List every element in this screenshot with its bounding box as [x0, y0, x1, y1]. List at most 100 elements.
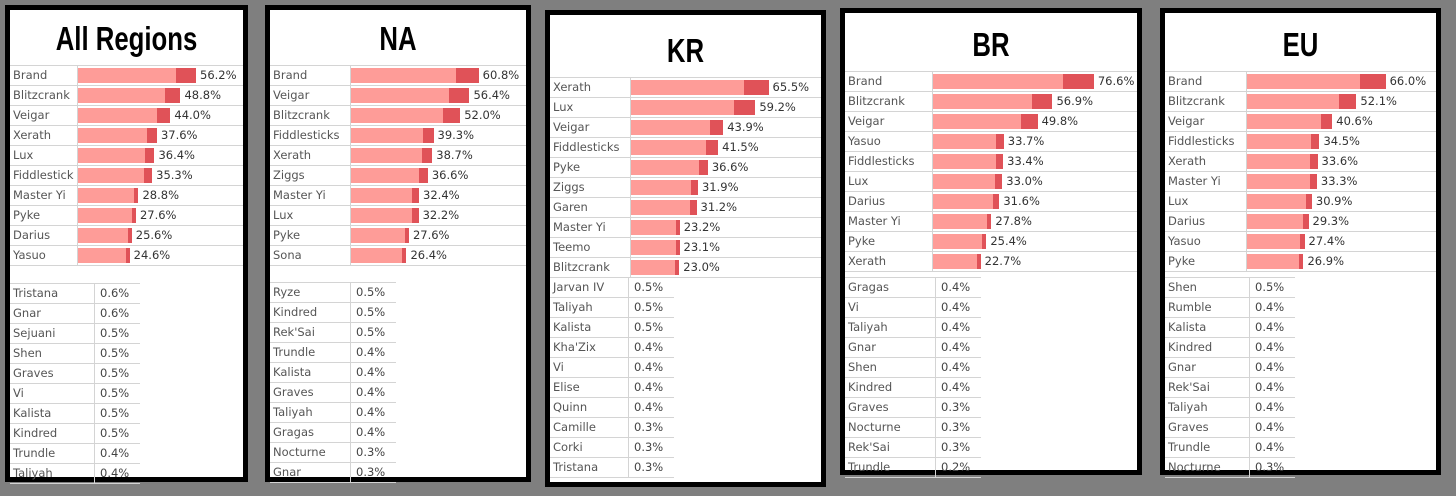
table-row[interactable]: Rek'Sai 0.3%: [845, 438, 981, 458]
table-row[interactable]: Taliyah 0.4%: [270, 403, 396, 423]
bar-row[interactable]: Master Yi 28.8%: [10, 186, 243, 206]
bar[interactable]: [78, 108, 171, 123]
table-row[interactable]: Nocturne 0.3%: [845, 418, 981, 438]
table-row[interactable]: Rek'Sai 0.5%: [270, 323, 396, 343]
bar-row[interactable]: Blitzcrank 23.0%: [550, 258, 821, 278]
bar[interactable]: [351, 68, 479, 83]
bar[interactable]: [1247, 94, 1357, 109]
table-row[interactable]: Rumble 0.4%: [1165, 298, 1295, 318]
bar-row[interactable]: Veigar 44.0%: [10, 106, 243, 126]
table-row[interactable]: Gnar 0.3%: [270, 463, 396, 483]
table-row[interactable]: Taliyah 0.4%: [1165, 398, 1295, 418]
table-row[interactable]: Quinn 0.4%: [550, 398, 674, 418]
table-row[interactable]: Tristana 0.3%: [550, 458, 674, 478]
bar-row[interactable]: Yasuo 33.7%: [845, 132, 1137, 152]
bar-row[interactable]: Pyke 27.6%: [10, 206, 243, 226]
bar-row[interactable]: Lux 33.0%: [845, 172, 1137, 192]
bar-row[interactable]: Teemo 23.1%: [550, 238, 821, 258]
bar-row[interactable]: Ziggs 31.9%: [550, 178, 821, 198]
bar-row[interactable]: Xerath 65.5%: [550, 78, 821, 98]
table-row[interactable]: Trundle 0.4%: [10, 444, 140, 464]
bar-row[interactable]: Yasuo 24.6%: [10, 246, 243, 266]
table-row[interactable]: Graves 0.5%: [10, 364, 140, 384]
bar[interactable]: [78, 128, 157, 143]
table-row[interactable]: Vi 0.4%: [845, 298, 981, 318]
table-row[interactable]: Gnar 0.6%: [10, 304, 140, 324]
table-row[interactable]: Shen 0.5%: [1165, 278, 1295, 298]
table-row[interactable]: Jarvan IV 0.5%: [550, 278, 674, 298]
table-row[interactable]: Kalista 0.5%: [10, 404, 140, 424]
bar[interactable]: [78, 248, 130, 263]
bar[interactable]: [351, 188, 420, 203]
bar[interactable]: [1247, 74, 1386, 89]
bar-row[interactable]: Darius 31.6%: [845, 192, 1137, 212]
table-row[interactable]: Nocturne 0.3%: [270, 443, 396, 463]
bar-row[interactable]: Blitzcrank 56.9%: [845, 92, 1137, 112]
bar-row[interactable]: Xerath 22.7%: [845, 252, 1137, 272]
table-row[interactable]: Graves 0.4%: [270, 383, 396, 403]
table-row[interactable]: Camille 0.3%: [550, 418, 674, 438]
bar-row[interactable]: Pyke 36.6%: [550, 158, 821, 178]
table-row[interactable]: Trundle 0.4%: [1165, 438, 1295, 458]
bar[interactable]: [1247, 174, 1317, 189]
bar[interactable]: [351, 88, 470, 103]
bar[interactable]: [631, 120, 724, 135]
bar[interactable]: [933, 134, 1004, 149]
table-row[interactable]: Rek'Sai 0.4%: [1165, 378, 1295, 398]
table-row[interactable]: Taliyah 0.4%: [10, 464, 140, 484]
bar[interactable]: [1247, 194, 1312, 209]
bar-row[interactable]: Pyke 26.9%: [1165, 252, 1436, 272]
bar-row[interactable]: Master Yi 33.3%: [1165, 172, 1436, 192]
table-row[interactable]: Kalista 0.4%: [1165, 318, 1295, 338]
bar-row[interactable]: Pyke 25.4%: [845, 232, 1137, 252]
bar[interactable]: [933, 174, 1003, 189]
bar[interactable]: [933, 114, 1038, 129]
table-row[interactable]: Taliyah 0.5%: [550, 298, 674, 318]
bar-row[interactable]: Fiddlesticks 34.5%: [1165, 132, 1436, 152]
bar[interactable]: [1247, 114, 1333, 129]
table-row[interactable]: Nocturne 0.3%: [1165, 458, 1295, 478]
bar[interactable]: [78, 168, 153, 183]
bar[interactable]: [631, 80, 769, 95]
bar-row[interactable]: Master Yi 27.8%: [845, 212, 1137, 232]
table-row[interactable]: Corki 0.3%: [550, 438, 674, 458]
table-row[interactable]: Kha'Zix 0.4%: [550, 338, 674, 358]
bar-row[interactable]: Blitzcrank 52.0%: [270, 106, 526, 126]
bar[interactable]: [78, 68, 197, 83]
bar[interactable]: [933, 94, 1053, 109]
bar[interactable]: [1247, 254, 1304, 269]
bar[interactable]: [631, 160, 708, 175]
bar-row[interactable]: Ziggs 36.6%: [270, 166, 526, 186]
bar-row[interactable]: Yasuo 27.4%: [1165, 232, 1436, 252]
bar[interactable]: [351, 108, 461, 123]
bar-row[interactable]: Lux 36.4%: [10, 146, 243, 166]
bar[interactable]: [351, 248, 407, 263]
bar[interactable]: [933, 74, 1094, 89]
bar[interactable]: [351, 228, 409, 243]
table-row[interactable]: Kalista 0.4%: [270, 363, 396, 383]
bar-row[interactable]: Lux 32.2%: [270, 206, 526, 226]
table-row[interactable]: Trundle 0.2%: [845, 458, 981, 478]
bar-row[interactable]: Brand 66.0%: [1165, 72, 1436, 92]
table-row[interactable]: Gnar 0.4%: [1165, 358, 1295, 378]
bar[interactable]: [631, 260, 680, 275]
table-row[interactable]: Trundle 0.4%: [270, 343, 396, 363]
bar-row[interactable]: Xerath 37.6%: [10, 126, 243, 146]
bar-row[interactable]: Veigar 56.4%: [270, 86, 526, 106]
bar-row[interactable]: Brand 76.6%: [845, 72, 1137, 92]
bar-row[interactable]: Fiddlesticks 39.3%: [270, 126, 526, 146]
bar[interactable]: [933, 214, 992, 229]
table-row[interactable]: Kindred 0.4%: [1165, 338, 1295, 358]
table-row[interactable]: Gragas 0.4%: [845, 278, 981, 298]
bar-row[interactable]: Fiddlestick 35.3%: [10, 166, 243, 186]
bar-row[interactable]: Blitzcrank 52.1%: [1165, 92, 1436, 112]
table-row[interactable]: Vi 0.4%: [550, 358, 674, 378]
bar[interactable]: [933, 254, 981, 269]
table-row[interactable]: Shen 0.4%: [845, 358, 981, 378]
bar-row[interactable]: Master Yi 23.2%: [550, 218, 821, 238]
table-row[interactable]: Sejuani 0.5%: [10, 324, 140, 344]
bar-row[interactable]: Fiddlesticks 41.5%: [550, 138, 821, 158]
bar-row[interactable]: Veigar 43.9%: [550, 118, 821, 138]
table-row[interactable]: Taliyah 0.4%: [845, 318, 981, 338]
bar-row[interactable]: Brand 60.8%: [270, 66, 526, 86]
